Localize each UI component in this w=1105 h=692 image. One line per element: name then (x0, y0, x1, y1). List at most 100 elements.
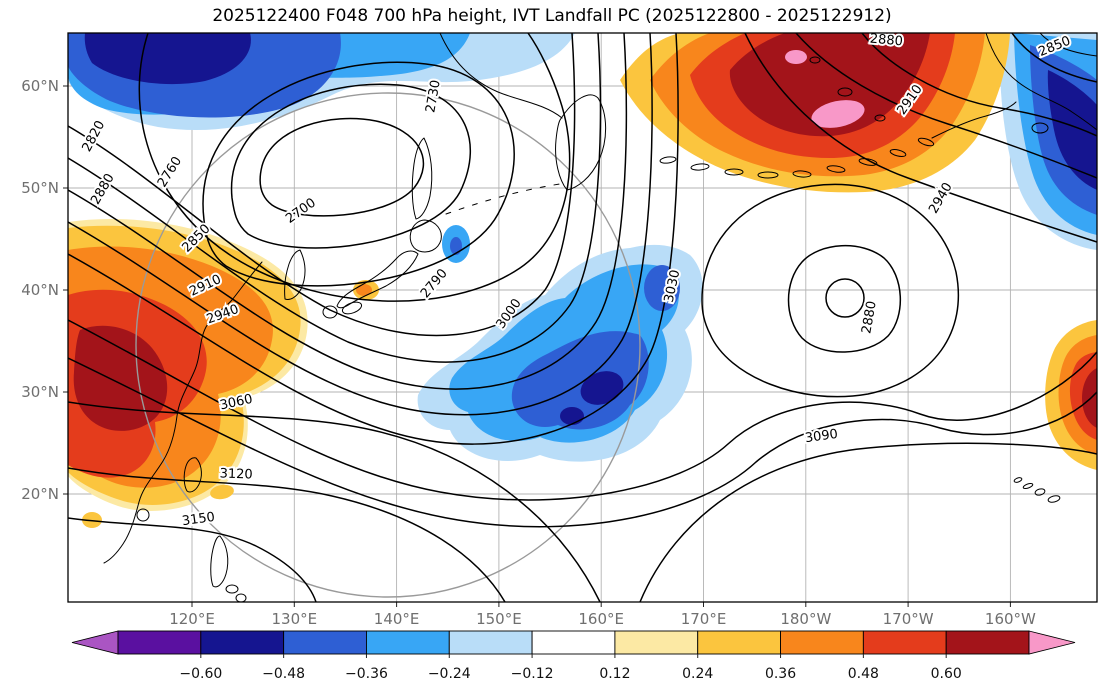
y-tick-label: 30°N (21, 383, 59, 401)
coast-aleutians (826, 165, 846, 173)
colorbar-tick-label: 0.24 (682, 666, 713, 682)
coast-philippines (235, 593, 247, 602)
colorbar-segment (945, 630, 1030, 655)
plot-border (67, 32, 1098, 603)
colorbar-right-arrow (1028, 630, 1076, 655)
shaded-region-positive-bering-pink-core (785, 50, 807, 64)
coast-shikoku (341, 301, 363, 315)
colorbar-segment (697, 630, 781, 655)
coast-bering-island (809, 56, 821, 64)
coast-siberia (439, 33, 563, 119)
y-tick-label: 50°N (21, 179, 59, 197)
height-contour-2730 (230, 83, 472, 249)
coastlines (103, 33, 1097, 602)
height-contour-3150 (68, 517, 317, 602)
coast-hawaii (1047, 495, 1061, 503)
x-tick-label: 150°E (476, 610, 522, 628)
colorbar-segment (531, 630, 616, 655)
height-contour-3060 (68, 401, 601, 602)
coast-hawaii (1013, 477, 1023, 483)
height-contour-2910-ne (795, 33, 1097, 179)
colorbar-left-arrow (71, 630, 119, 655)
colorbar-tick-label: 0.48 (848, 666, 879, 682)
colorbar-tick-label: 0.60 (931, 666, 962, 682)
contour-label: 3090 (804, 427, 839, 446)
coast-kamchatka (555, 94, 607, 191)
height-contour-3030 (68, 357, 1097, 528)
colorbar: −0.60 −0.48 −0.36 −0.24 −0.12 0.12 0.24 0.36 0.4… (71, 630, 1076, 682)
y-tick-label: 20°N (21, 485, 59, 503)
height-contour-2790 (138, 33, 571, 302)
contour-label: 2760 (155, 154, 185, 190)
shaded-region-negative-central (511, 331, 649, 430)
coast-kyushu (322, 305, 338, 319)
height-contour-cutoff-center (825, 278, 865, 318)
contour-label: 3120 (219, 466, 253, 482)
height-contour-2880-cutoff (787, 245, 901, 353)
x-tick-label: 160°E (578, 610, 624, 628)
shaded-region-negative-central (580, 371, 624, 405)
colorbar-tick-label: −0.36 (345, 666, 388, 682)
coast-alaska-peninsula (931, 101, 1017, 139)
contour-label: 2700 (283, 195, 319, 226)
coast-aleutians (724, 168, 744, 176)
height-contour-3120 (68, 467, 506, 602)
height-contour-2820 (68, 33, 576, 337)
height-contour-2880 (68, 33, 628, 390)
height-contour-2910 (68, 33, 653, 416)
coast-kuril-islands (445, 183, 561, 215)
colorbar-tick-label: 0.12 (599, 666, 630, 682)
x-tick-label: 130°E (271, 610, 317, 628)
coast-chukotka (1039, 33, 1097, 57)
contour-label: 2730 (423, 79, 444, 114)
y-tick-label: 40°N (21, 281, 59, 299)
shaded-region-negative-central (644, 265, 680, 311)
contour-label: 2880 (88, 171, 118, 207)
height-contour-3090 (639, 442, 1097, 602)
x-tick-label: 170°W (883, 610, 934, 628)
shaded-region-negative-nw (84, 33, 251, 85)
height-contour-2700 (259, 117, 425, 217)
colorbar-segment (366, 630, 450, 655)
colorbar-segment (117, 630, 202, 655)
x-tick-label: 160°W (985, 610, 1036, 628)
coast-hainan (136, 508, 150, 522)
shaded-region-positive-bering (729, 33, 930, 137)
height-contour-3000 (68, 319, 1097, 501)
coast-alaska (985, 33, 1097, 131)
coast-honshu (336, 250, 419, 309)
height-contour-2850-ne (1011, 33, 1097, 83)
coast-philippines (225, 584, 239, 594)
x-tick-label: 180°W (780, 610, 831, 628)
coast-sakhalin (411, 137, 433, 220)
height-contour-2760 (202, 61, 515, 287)
height-contour-2970-cutoff (701, 183, 960, 398)
coast-luzon (210, 535, 229, 588)
coast-korea (284, 249, 306, 300)
height-contour-2940-ne (744, 33, 1097, 243)
height-contour-2880-ne (861, 33, 1097, 137)
y-axis: 60°N 50°N 40°N 30°N 20°N (21, 77, 68, 503)
coast-aleutians (917, 137, 935, 147)
colorbar-tick-label: −0.24 (428, 666, 471, 682)
colorbar-segment (200, 630, 285, 655)
shaded-region-positive-spot (356, 284, 372, 296)
coast-taiwan (183, 457, 202, 493)
shaded-region-positive-spot (210, 484, 234, 500)
shaded-region-negative-ne (1047, 70, 1097, 190)
colorbar-tick-label: −0.48 (262, 666, 305, 682)
coast-china (103, 261, 263, 564)
colorbar-tick-label: −0.12 (511, 666, 554, 682)
colorbar-segment (283, 630, 367, 655)
contour-label: 3150 (181, 510, 216, 529)
shaded-region-negative-spot (450, 237, 462, 255)
shaded-regions (68, 33, 1097, 528)
height-contours (68, 33, 1097, 602)
coast-aleutians (889, 149, 907, 157)
coast-hawaii (1022, 482, 1034, 490)
height-contour-2940 (68, 33, 679, 445)
x-axis: 120°E 130°E 140°E 150°E 160°E 170°E 180°W 170°W… (169, 602, 1036, 628)
colorbar-segment (862, 630, 947, 655)
